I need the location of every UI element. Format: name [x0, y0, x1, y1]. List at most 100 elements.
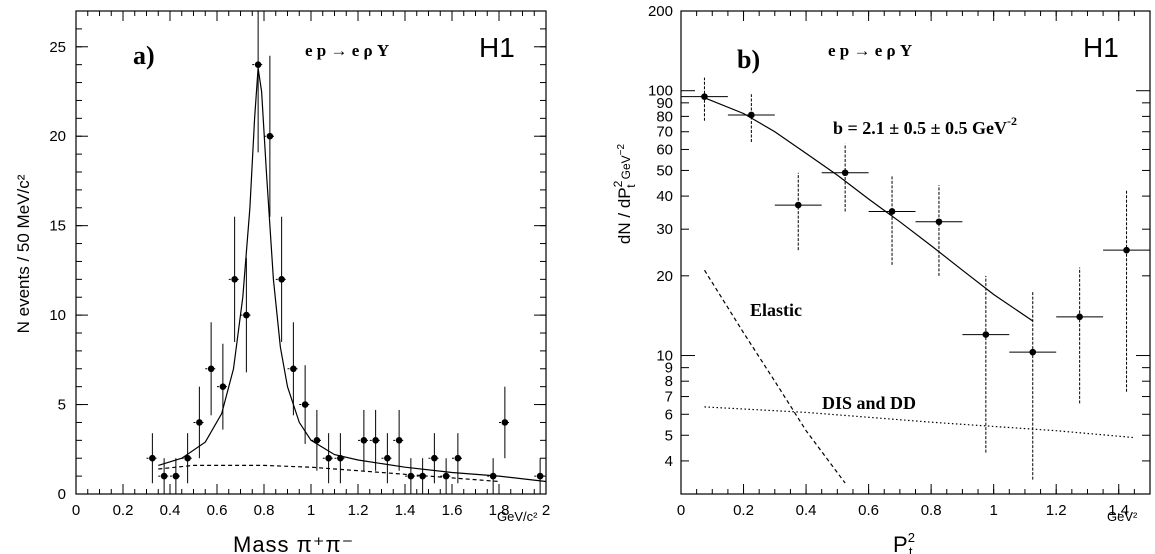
y-tick-label: 40: [656, 188, 673, 205]
data-point: [160, 472, 168, 480]
x-tick-label: 1.2: [348, 502, 369, 519]
data-point: [172, 472, 180, 480]
dis-dd-curve: [704, 406, 1135, 439]
panel-a-label: a): [133, 41, 155, 70]
fit-curve: [704, 97, 1034, 322]
x-tick-label: 0.4: [160, 502, 181, 519]
x-tick-label: 2: [542, 502, 550, 519]
data-point: [454, 454, 462, 462]
data-point: [489, 472, 497, 480]
data-point: [1029, 348, 1037, 356]
x-tick-label: 0.2: [113, 502, 134, 519]
data-point: [982, 331, 990, 338]
y-tick-label: 9: [665, 360, 673, 377]
x-tick-label: 0.6: [207, 502, 228, 519]
panel-a-y-title: N events / 50 MeV/c²: [14, 174, 33, 333]
data-point: [290, 365, 297, 373]
data-point: [1076, 313, 1083, 321]
panel-a-x-unit: GeV/c²: [497, 509, 538, 524]
elastic-label: Elastic: [750, 300, 802, 320]
data-point: [196, 419, 203, 426]
y-tick-label: 90: [656, 95, 673, 112]
x-tick-label: 1.4: [395, 502, 416, 519]
y-tick-label: 5: [665, 427, 673, 444]
panel-a-process-label: e p → e ρ Y: [305, 41, 389, 60]
y-tick-label: 25: [49, 39, 66, 56]
y-tick-label: 80: [656, 108, 673, 125]
data-point: [219, 383, 227, 390]
panel-b-y-title-base: dN / dP: [615, 187, 634, 244]
data-point: [935, 218, 943, 226]
panel-b-x-ticks: 0 0.2 0.4 0.6 0.8 1 1.2 1.4: [677, 11, 1151, 519]
panel-a-x-ticks: 0 0.2 0.4 0.6 0.8 1 1.2 1.4 1.6 1.8 2: [72, 11, 550, 519]
y-tick-label: 30: [656, 221, 673, 238]
data-point: [442, 472, 450, 480]
x-tick-label: 1: [989, 502, 997, 519]
x-tick-label: 1.6: [442, 502, 463, 519]
y-tick-label: 8: [665, 373, 673, 390]
y-tick-label: 7: [665, 389, 673, 406]
data-point: [301, 401, 309, 408]
x-tick-label: 0.8: [254, 502, 275, 519]
data-point: [313, 437, 321, 444]
y-tick-label: 50: [656, 162, 673, 179]
y-tick-label: 60: [656, 141, 673, 158]
panel-a-y-ticks: 0 5 10 15 20 25: [49, 28, 546, 503]
y-tick-label: 10: [656, 348, 673, 365]
data-point: [419, 472, 426, 480]
panel-b-process-label: e p → e ρ Y: [828, 41, 912, 60]
data-point: [407, 472, 415, 480]
panel-b-x-title: P2 t: [893, 530, 916, 554]
y-tick-label: 200: [648, 3, 673, 20]
data-point: [231, 276, 238, 283]
data-point: [431, 454, 438, 462]
panel-b-y-unit-sup: −2: [616, 143, 627, 155]
y-tick-label: 70: [656, 124, 673, 141]
panel-b-y-title-sub: t: [624, 184, 638, 188]
x-tick-label: 1.2: [1046, 502, 1067, 519]
data-point: [794, 201, 802, 209]
slope-annotation-exponent: -2: [1007, 114, 1017, 128]
panel-b-y-title: dN / dP2t GeV−2: [611, 143, 638, 244]
panel-a-marks: [146, 11, 547, 494]
y-tick-label: 0: [58, 486, 66, 503]
data-point: [243, 311, 250, 319]
data-point: [536, 472, 544, 480]
data-point: [360, 437, 368, 444]
data-point: [266, 132, 274, 140]
data-point: [748, 111, 755, 119]
x-tick-label: 0.8: [921, 502, 942, 519]
y-tick-label: 5: [58, 397, 66, 414]
x-tick-label: 0: [72, 502, 80, 519]
slope-annotation: b = 2.1 ± 0.5 ± 0.5 GeV-2: [833, 114, 1017, 138]
panel-b-frame: [680, 10, 1151, 495]
panel-b-x-title-sub: t: [909, 544, 914, 554]
data-point: [841, 169, 849, 177]
panel-a: 0 0.2 0.4 0.6 0.8 1 1.2 1.4 1.6 1.8 2 0 5 10 15 20 25 a…: [14, 10, 550, 554]
panel-a-x-title: Mass π⁺π⁻: [233, 532, 354, 554]
slope-annotation-text: b = 2.1 ± 0.5 ± 0.5 GeV: [833, 118, 1007, 138]
x-tick-label: 0: [677, 502, 685, 519]
data-point: [501, 419, 509, 426]
x-tick-label: 1: [307, 502, 315, 519]
data-point: [372, 437, 379, 444]
dis-dd-label: DIS and DD: [822, 393, 916, 413]
y-tick-label: 20: [656, 268, 673, 285]
data-point: [337, 454, 344, 462]
x-tick-label: 0.4: [796, 502, 817, 519]
data-point: [207, 365, 215, 373]
panel-b-marks: [681, 77, 1150, 484]
data-point: [395, 437, 403, 444]
panel-b-y-title-sup: 2: [611, 180, 625, 187]
x-tick-label: 1.4: [1108, 502, 1129, 519]
data-point: [278, 276, 285, 283]
y-tick-label: 6: [665, 406, 673, 423]
elastic-curve: [703, 269, 846, 484]
background-curve: [158, 464, 500, 483]
data-point: [254, 61, 262, 68]
y-tick-label: 10: [49, 307, 66, 324]
x-tick-label: 1.8: [489, 502, 510, 519]
panel-b-experiment-label: H1: [1083, 32, 1119, 63]
